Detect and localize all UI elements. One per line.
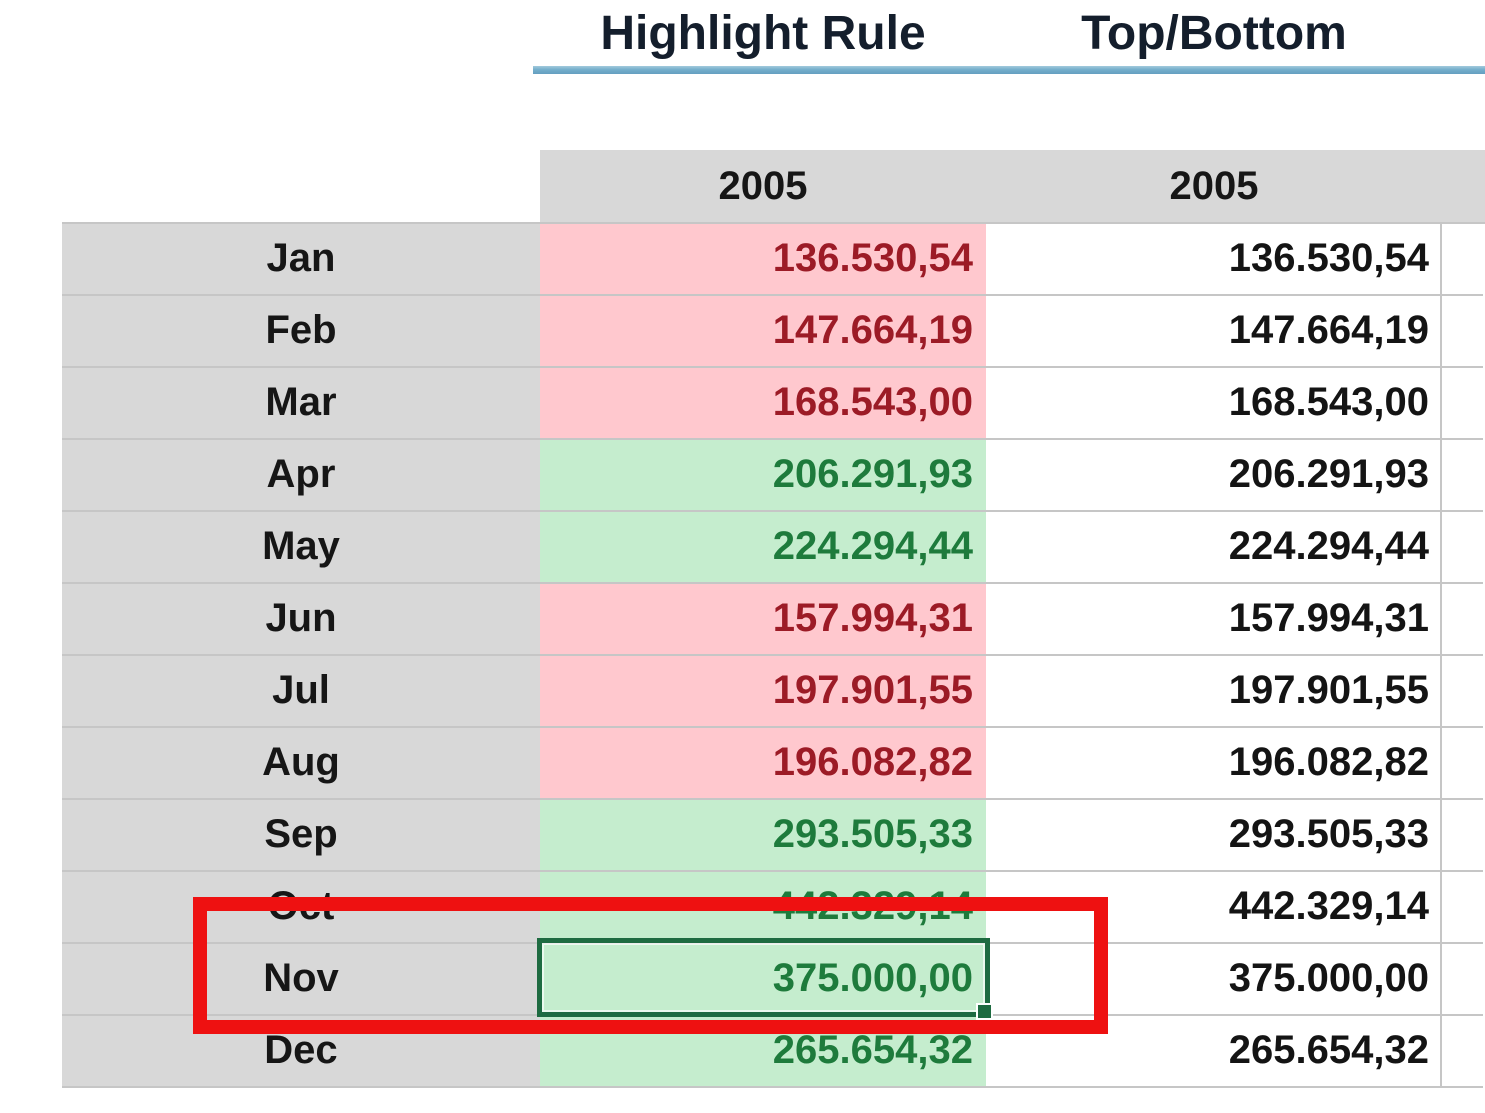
month-cell[interactable]: Aug xyxy=(62,728,540,800)
highlight-rule-cell[interactable]: 197.901,55 xyxy=(540,656,986,728)
highlight-rule-cell[interactable]: 136.530,54 xyxy=(540,224,986,296)
empty-cell[interactable] xyxy=(1442,584,1483,656)
table-row: Aug 196.082,82 196.082,82 xyxy=(62,728,1485,800)
month-cell[interactable]: Sep xyxy=(62,800,540,872)
month-cell[interactable]: Nov xyxy=(62,944,540,1016)
table-row: Oct 442.329,14 442.329,14 xyxy=(62,872,1485,944)
empty-cell[interactable] xyxy=(1442,944,1483,1016)
month-cell[interactable]: Feb xyxy=(62,296,540,368)
top-bottom-cell[interactable]: 442.329,14 xyxy=(986,872,1442,944)
year-header-highlight[interactable]: 2005 xyxy=(718,164,808,208)
table-row: Apr 206.291,93 206.291,93 xyxy=(62,440,1485,512)
table-row: Feb 147.664,19 147.664,19 xyxy=(62,296,1485,368)
table-row: Sep 293.505,33 293.505,33 xyxy=(62,800,1485,872)
table-row: Dec 265.654,32 265.654,32 xyxy=(62,1016,1485,1088)
empty-cell[interactable] xyxy=(1442,368,1483,440)
empty-cell[interactable] xyxy=(1442,656,1483,728)
top-bottom-cell[interactable]: 157.994,31 xyxy=(986,584,1442,656)
top-bottom-cell[interactable]: 293.505,33 xyxy=(986,800,1442,872)
column-title-highlight-rule: Highlight Rule xyxy=(600,7,926,60)
highlight-rule-cell[interactable]: 147.664,19 xyxy=(540,296,986,368)
highlight-rule-cell[interactable]: 168.543,00 xyxy=(540,368,986,440)
table-row: Jan 136.530,54 136.530,54 xyxy=(62,224,1485,296)
top-bottom-cell[interactable]: 168.543,00 xyxy=(986,368,1442,440)
top-bottom-cell[interactable]: 147.664,19 xyxy=(986,296,1442,368)
top-bottom-cell[interactable]: 197.901,55 xyxy=(986,656,1442,728)
empty-cell[interactable] xyxy=(1442,1016,1483,1088)
highlight-rule-cell[interactable]: 265.654,32 xyxy=(540,1016,986,1088)
month-cell[interactable]: Oct xyxy=(62,872,540,944)
highlight-rule-cell[interactable]: 293.505,33 xyxy=(540,800,986,872)
empty-cell[interactable] xyxy=(1442,440,1483,512)
top-bottom-cell[interactable]: 224.294,44 xyxy=(986,512,1442,584)
month-cell[interactable]: Dec xyxy=(62,1016,540,1088)
table-body: Jan 136.530,54 136.530,54 Feb 147.664,19… xyxy=(62,222,1485,1088)
top-bottom-cell[interactable]: 375.000,00 xyxy=(986,944,1442,1016)
top-bottom-cell[interactable]: 265.654,32 xyxy=(986,1016,1442,1088)
table-header-row: 2005 2005 xyxy=(540,150,1485,222)
empty-cell[interactable] xyxy=(1442,224,1483,296)
highlight-rule-cell[interactable]: 224.294,44 xyxy=(540,512,986,584)
empty-cell[interactable] xyxy=(1442,800,1483,872)
top-bottom-cell[interactable]: 136.530,54 xyxy=(986,224,1442,296)
table-row: Jul 197.901,55 197.901,55 xyxy=(62,656,1485,728)
month-cell[interactable]: Jun xyxy=(62,584,540,656)
highlight-rule-cell[interactable]: 206.291,93 xyxy=(540,440,986,512)
year-header-topbottom[interactable]: 2005 xyxy=(1169,164,1259,208)
empty-cell[interactable] xyxy=(1442,728,1483,800)
highlight-rule-cell[interactable]: 157.994,31 xyxy=(540,584,986,656)
column-title-top-bottom: Top/Bottom xyxy=(1081,7,1347,60)
highlight-rule-cell[interactable]: 375.000,00 xyxy=(540,944,986,1016)
table-row: Jun 157.994,31 157.994,31 xyxy=(62,584,1485,656)
month-cell[interactable]: Mar xyxy=(62,368,540,440)
month-cell[interactable]: Apr xyxy=(62,440,540,512)
table-row: May 224.294,44 224.294,44 xyxy=(62,512,1485,584)
top-bottom-cell[interactable]: 196.082,82 xyxy=(986,728,1442,800)
empty-cell[interactable] xyxy=(1442,872,1483,944)
month-cell[interactable]: Jul xyxy=(62,656,540,728)
month-cell[interactable]: May xyxy=(62,512,540,584)
empty-cell[interactable] xyxy=(1442,296,1483,368)
table-row: Nov 375.000,00 375.000,00 xyxy=(62,944,1485,1016)
top-bottom-cell[interactable]: 206.291,93 xyxy=(986,440,1442,512)
empty-cell[interactable] xyxy=(1442,512,1483,584)
highlight-rule-cell[interactable]: 442.329,14 xyxy=(540,872,986,944)
highlight-rule-cell[interactable]: 196.082,82 xyxy=(540,728,986,800)
table-row: Mar 168.543,00 168.543,00 xyxy=(62,368,1485,440)
title-underline xyxy=(533,66,1485,74)
month-cell[interactable]: Jan xyxy=(62,224,540,296)
